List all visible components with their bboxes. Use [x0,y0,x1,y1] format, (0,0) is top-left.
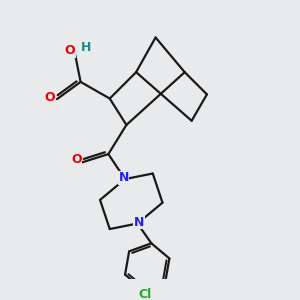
Text: N: N [118,171,129,184]
Text: H: H [81,41,91,54]
Text: O: O [65,44,75,57]
Text: O: O [71,153,82,166]
Text: O: O [45,91,56,104]
Text: N: N [134,216,144,229]
Text: Cl: Cl [138,288,151,300]
